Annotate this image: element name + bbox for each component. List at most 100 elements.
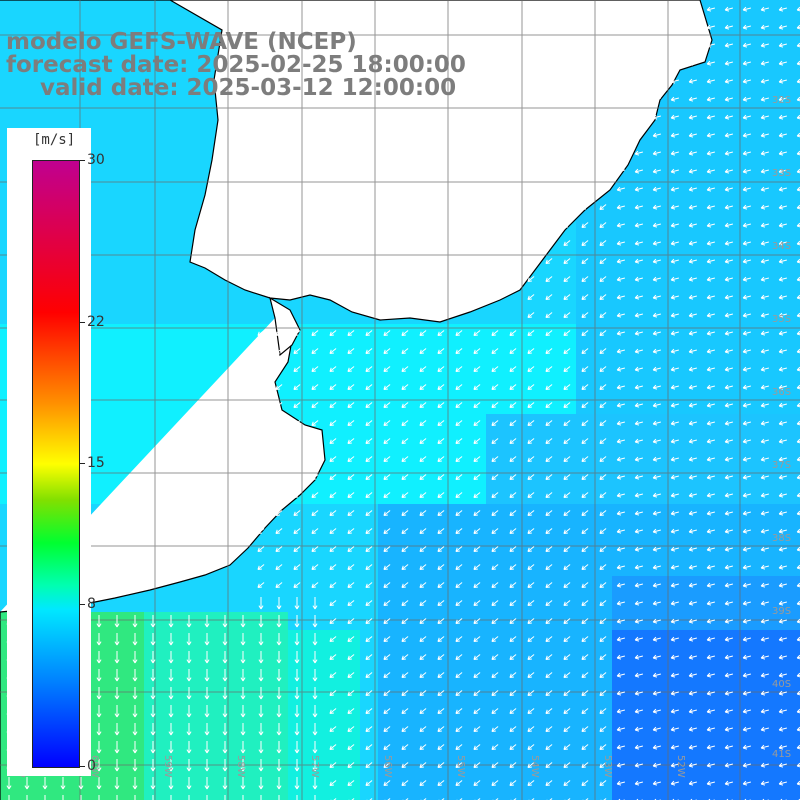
wind-speed-cell (144, 414, 162, 432)
wind-arrow (724, 618, 733, 624)
wind-arrow (168, 723, 174, 736)
wind-arrow (437, 528, 445, 535)
wind-arrow (581, 294, 589, 301)
wind-arrow (616, 528, 625, 534)
wind-arrow (634, 690, 643, 696)
wind-arrow (581, 600, 589, 607)
wind-arrow (581, 330, 589, 337)
wind-arrow (132, 633, 138, 646)
wind-arrow (724, 690, 733, 696)
wind-arrow (778, 114, 787, 120)
wind-arrow (796, 312, 800, 318)
wind-speed-cell (162, 378, 180, 396)
wind-arrow (706, 672, 715, 678)
wind-speed-cell (792, 216, 800, 234)
wind-arrow (760, 42, 769, 48)
wind-arrow (706, 60, 715, 66)
wind-arrow (347, 348, 355, 355)
wind-speed-cell (126, 414, 144, 432)
wind-arrow (455, 402, 463, 409)
wind-speed-cell (144, 36, 162, 54)
wind-arrow (527, 6, 535, 13)
wind-arrow (222, 759, 228, 772)
wind-arrow (527, 60, 535, 67)
wind-arrow (114, 633, 120, 646)
wind-arrow (437, 744, 445, 751)
wind-arrow (384, 798, 391, 800)
wind-speed-cell (180, 198, 198, 216)
wind-arrow (545, 348, 553, 355)
wind-arrow (742, 6, 751, 12)
wind-arrow (796, 276, 800, 282)
wind-arrow (347, 600, 355, 607)
wind-arrow (419, 762, 427, 769)
wind-arrow (724, 204, 733, 210)
wind-arrow (312, 777, 318, 790)
wind-arrow (670, 24, 679, 30)
wind-arrow (634, 6, 643, 12)
wind-arrow (778, 492, 787, 498)
wind-arrow (293, 492, 301, 499)
wind-arrow (132, 705, 138, 718)
wind-arrow (527, 456, 535, 463)
latitude-label: 40S (772, 679, 791, 690)
wind-arrow (168, 669, 174, 682)
wind-arrow (563, 528, 571, 535)
wind-speed-cell (90, 180, 108, 198)
wind-arrow (742, 762, 751, 768)
wind-arrow (294, 597, 300, 610)
latitude-label: 41S (772, 749, 791, 760)
wind-arrow (383, 564, 391, 571)
wind-speed-cell (252, 306, 270, 324)
wind-arrow (706, 654, 715, 660)
longitude-label: 57W (309, 755, 320, 778)
wind-arrow (224, 795, 226, 800)
wind-speed-cell (90, 90, 108, 108)
wind-speed-cell (162, 18, 180, 36)
wind-arrow (546, 798, 553, 800)
wind-arrow (670, 168, 679, 174)
wind-arrow (455, 654, 463, 661)
wind-speed-cell (144, 108, 162, 126)
wind-arrow (760, 402, 769, 408)
wind-arrow (706, 600, 715, 606)
wind-arrow (760, 474, 769, 480)
wind-arrow (760, 240, 769, 246)
wind-arrow (581, 546, 589, 553)
wind-arrow (634, 150, 643, 156)
wind-arrow (419, 600, 427, 607)
wind-speed-cell (18, 36, 36, 54)
wind-speed-cell (180, 18, 198, 36)
wind-speed-cell (198, 36, 216, 54)
wind-arrow (581, 456, 589, 463)
wind-arrow (652, 204, 661, 210)
wind-arrow (581, 726, 589, 733)
wind-arrow (527, 330, 535, 337)
wind-arrow (204, 705, 210, 718)
wind-arrow (670, 78, 679, 84)
wind-arrow (527, 294, 535, 301)
wind-arrow (401, 654, 409, 661)
wind-arrow (347, 672, 355, 679)
wind-arrow (257, 546, 265, 553)
wind-arrow (275, 492, 283, 499)
wind-arrow (724, 60, 733, 66)
wind-arrow (581, 474, 589, 481)
wind-arrow (491, 474, 499, 481)
wind-arrow (706, 564, 715, 570)
wind-arrow (473, 582, 481, 589)
mainland-bay (269, 296, 301, 357)
wind-arrow (796, 258, 800, 264)
wind-speed-cell (144, 162, 162, 180)
wind-arrow (545, 672, 553, 679)
wind-arrow (742, 312, 751, 318)
wind-arrow (582, 798, 589, 800)
wind-speed-cell (90, 72, 108, 90)
wind-arrow (437, 384, 445, 391)
wind-arrow (258, 633, 264, 646)
wind-arrow (419, 474, 427, 481)
wind-arrow (760, 582, 769, 588)
wind-arrow (742, 384, 751, 390)
wind-arrow (186, 723, 192, 736)
